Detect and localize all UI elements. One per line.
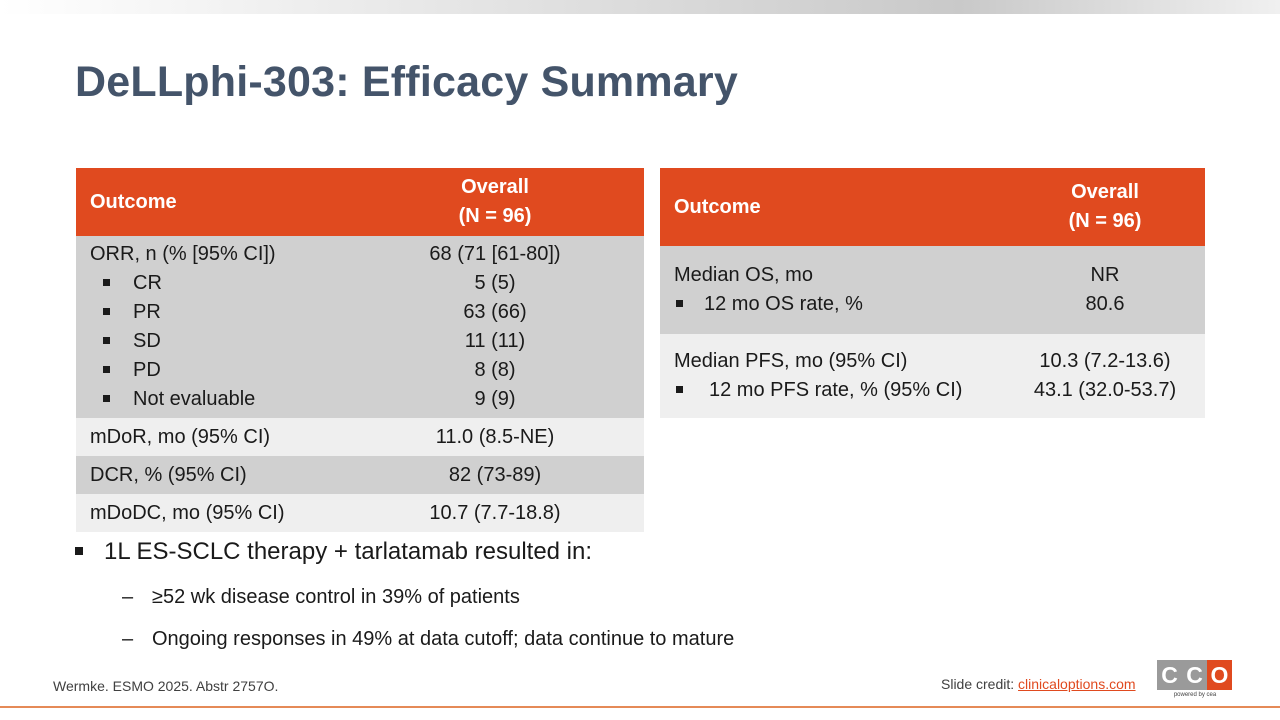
sub-bullet-1-text: ≥52 wk disease control in 39% of patient… bbox=[152, 586, 520, 608]
header-overall-line2: (N = 96) bbox=[458, 205, 532, 227]
credit-label: Slide credit: bbox=[941, 676, 1015, 692]
header-overall: Overall (N = 96) bbox=[1005, 168, 1205, 246]
slide-credit: Slide credit: clinicaloptions.com bbox=[941, 676, 1136, 692]
os-label-cell: Median OS, mo 12 mo OS rate, % bbox=[660, 246, 1005, 334]
efficacy-table: Outcome Overall (N = 96) ORR, n (% [95% … bbox=[76, 168, 644, 532]
mdodc-label: mDoDC, mo (95% CI) bbox=[76, 494, 346, 532]
pfs-label: Median PFS, mo (95% CI) bbox=[674, 350, 908, 372]
mdor-label: mDoR, mo (95% CI) bbox=[76, 418, 346, 456]
mdodc-row: mDoDC, mo (95% CI) 10.7 (7.7-18.8) bbox=[76, 494, 644, 532]
main-bullet: 1L ES-SCLC therapy + tarlatamab resulted… bbox=[75, 538, 593, 566]
orr-row: ORR, n (% [95% CI]) CR PR SD PD Not eval… bbox=[76, 236, 644, 418]
slide-title: DeLLphi-303: Efficacy Summary bbox=[75, 58, 738, 106]
pfs-sub-value: 43.1 (32.0-53.7) bbox=[1033, 379, 1177, 401]
dcr-row: DCR, % (95% CI) 82 (73-89) bbox=[76, 456, 644, 494]
bullet-square-icon bbox=[103, 278, 110, 286]
os-sub-item: 12 mo OS rate, % bbox=[674, 290, 1005, 319]
dcr-label: DCR, % (95% CI) bbox=[76, 456, 346, 494]
dcr-value: 82 (73-89) bbox=[346, 456, 644, 494]
sub-bullet-1: – ≥52 wk disease control in 39% of patie… bbox=[122, 586, 520, 609]
orr-item-pr: PR bbox=[90, 298, 346, 327]
os-row: Median OS, mo 12 mo OS rate, % NR 80.6 bbox=[660, 246, 1205, 334]
pfs-value: 10.3 (7.2-13.6) bbox=[1039, 350, 1171, 372]
mdor-row: mDoR, mo (95% CI) 11.0 (8.5-NE) bbox=[76, 418, 644, 456]
pfs-value-cell: 10.3 (7.2-13.6) 43.1 (32.0-53.7) bbox=[1005, 334, 1205, 418]
header-outcome: Outcome bbox=[76, 168, 346, 236]
bullet-square-icon bbox=[103, 307, 110, 315]
survival-table: Outcome Overall (N = 96) Median OS, mo 1… bbox=[660, 168, 1205, 418]
orr-item-sd: SD bbox=[90, 327, 346, 356]
logo-tagline: powered by cea bbox=[1173, 692, 1217, 698]
mdodc-value: 10.7 (7.7-18.8) bbox=[346, 494, 644, 532]
dash-icon: – bbox=[122, 628, 134, 650]
os-value: NR bbox=[1090, 264, 1120, 286]
sd-value: 11 (11) bbox=[464, 330, 526, 352]
bullet-square-icon bbox=[103, 394, 110, 402]
bullet-square-icon bbox=[103, 336, 110, 344]
dash-icon: – bbox=[122, 586, 134, 608]
logo-letter-c1: C bbox=[1157, 660, 1182, 690]
bullet-square-icon bbox=[103, 365, 110, 373]
cco-logo: C C O powered by cea bbox=[1157, 660, 1233, 698]
orr-value-cell: 68 (71 [61-80]) 5 (5) 63 (66) 11 (11) 8 … bbox=[346, 236, 644, 418]
pfs-row: Median PFS, mo (95% CI) 12 mo PFS rate, … bbox=[660, 334, 1205, 418]
bullet-square-icon bbox=[676, 385, 683, 393]
ne-value: 9 (9) bbox=[474, 388, 516, 410]
orr-label: ORR, n (% [95% CI]) bbox=[90, 243, 276, 265]
main-bullet-text: 1L ES-SCLC therapy + tarlatamab resulted… bbox=[104, 538, 593, 565]
header-overall-line1: Overall bbox=[1071, 181, 1139, 203]
pfs-sub-item: 12 mo PFS rate, % (95% CI) bbox=[674, 376, 1005, 405]
header-overall-line1: Overall bbox=[461, 176, 529, 198]
header-overall: Overall (N = 96) bbox=[346, 168, 644, 236]
logo-letter-c2: C bbox=[1182, 660, 1207, 690]
orr-label-cell: ORR, n (% [95% CI]) CR PR SD PD Not eval… bbox=[76, 236, 346, 418]
pfs-label-cell: Median PFS, mo (95% CI) 12 mo PFS rate, … bbox=[660, 334, 1005, 418]
sub-bullet-2-text: Ongoing responses in 49% at data cutoff;… bbox=[152, 628, 735, 650]
bullet-square-icon bbox=[676, 299, 683, 307]
os-sub-value: 80.6 bbox=[1085, 293, 1125, 315]
table-header-row: Outcome Overall (N = 96) bbox=[660, 168, 1205, 246]
header-outcome: Outcome bbox=[660, 168, 1005, 246]
footer-line bbox=[0, 706, 1280, 708]
credit-link[interactable]: clinicaloptions.com bbox=[1018, 676, 1136, 692]
os-value-cell: NR 80.6 bbox=[1005, 246, 1205, 334]
orr-item-ne: Not evaluable bbox=[90, 385, 346, 414]
sub-bullet-2: – Ongoing responses in 49% at data cutof… bbox=[122, 628, 735, 651]
table-header-row: Outcome Overall (N = 96) bbox=[76, 168, 644, 236]
top-gradient-bar bbox=[0, 0, 1280, 14]
bullet-square-icon bbox=[75, 547, 83, 555]
cr-value: 5 (5) bbox=[474, 272, 516, 294]
pr-value: 63 (66) bbox=[463, 301, 527, 323]
orr-value: 68 (71 [61-80]) bbox=[429, 243, 561, 265]
pd-value: 8 (8) bbox=[474, 359, 516, 381]
orr-item-cr: CR bbox=[90, 269, 346, 298]
header-overall-line2: (N = 96) bbox=[1068, 210, 1142, 232]
mdor-value: 11.0 (8.5-NE) bbox=[346, 418, 644, 456]
os-label: Median OS, mo bbox=[674, 264, 813, 286]
footer-reference: Wermke. ESMO 2025. Abstr 2757O. bbox=[53, 678, 279, 694]
logo-letter-o: O bbox=[1207, 660, 1232, 690]
orr-item-pd: PD bbox=[90, 356, 346, 385]
